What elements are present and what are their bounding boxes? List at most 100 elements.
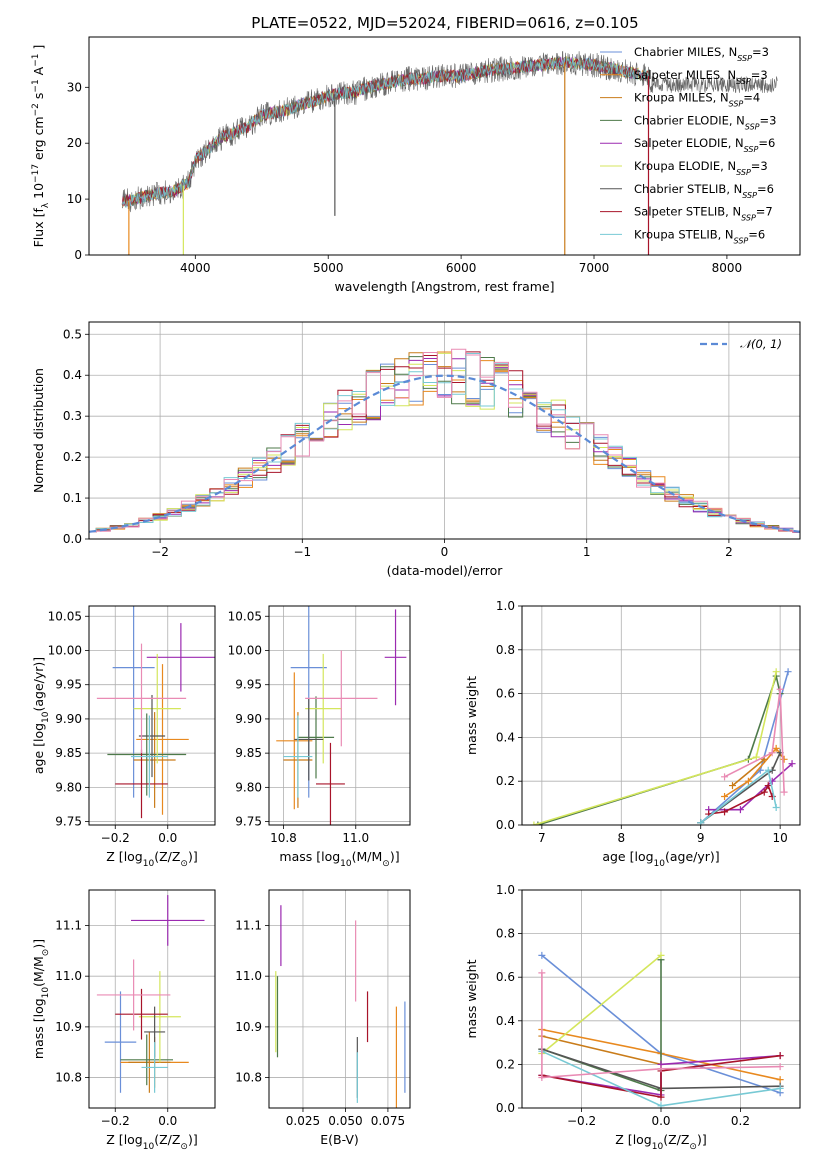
axes-frame [521, 889, 801, 1109]
label-part: (M/M [31, 956, 46, 987]
y-tick-label: 9.85 [55, 746, 82, 760]
label-part: Z [ [106, 1132, 123, 1147]
y-axis-label: Normed distribution [31, 368, 46, 493]
y-tick-label: 10.8 [55, 1071, 82, 1085]
weight-marker [657, 1065, 665, 1073]
legend-label-main: Salpeter MILES, N [634, 68, 736, 82]
weight-marker [780, 788, 788, 796]
label-part: (Z/Z [154, 849, 180, 864]
label-part: Z [ [615, 1132, 632, 1147]
legend-label-eq: =3 [752, 45, 769, 59]
legend-label-sub: SSP [742, 190, 757, 199]
y-axis-label: mass [log10(M/M⊙)] [31, 939, 51, 1059]
legend-label-main: Chabrier STELIB, N [634, 182, 742, 196]
y-tick-label: 20 [67, 136, 82, 150]
label-part: erg cm [31, 116, 46, 160]
weight-marker [744, 777, 752, 785]
label-part: s [31, 93, 46, 100]
x-tick-label: 1 [583, 545, 591, 559]
x-tick-label: 0.0 [651, 1114, 670, 1128]
x-axis-label: Z [log10(Z/Z⊙)] [615, 1132, 706, 1152]
weight-marker [772, 803, 780, 811]
plot-area [275, 905, 406, 1108]
label-part: ⊙ [689, 1142, 697, 1152]
histogram-step [89, 352, 800, 533]
label-sub: 10 [41, 711, 51, 723]
label-part: (Z/Z [663, 1132, 689, 1147]
y-tick-label: 10.05 [228, 609, 262, 623]
y-tick-label: 11.0 [55, 969, 82, 983]
y-tick-label: 30 [67, 80, 82, 94]
panel-spectrum: 4000 5000 6000 7000 8000 0 10 20 30 Chabrier MILE… [31, 36, 801, 294]
weight-marker [538, 1073, 546, 1081]
y-tick-label: 10.00 [48, 643, 82, 657]
x-tick-label: 0.050 [328, 1114, 362, 1128]
weight-marker [657, 1093, 665, 1101]
y-tick-label: 9.80 [55, 780, 82, 794]
x-tick-label: 4000 [180, 261, 211, 275]
weight-marker [784, 668, 792, 676]
label-part: −1 [31, 53, 41, 66]
legend-label-main: Salpeter STELIB, N [634, 205, 741, 219]
x-tick-label: −0.2 [567, 1114, 596, 1128]
plot-area [538, 951, 784, 1108]
label-part: wavelength [Angstrom, rest frame] [334, 279, 554, 294]
y-tick-label: 10 [67, 192, 82, 206]
legend-label: Salpeter STELIB, NSSP=7 [634, 205, 773, 223]
x-axis-label: E(B-V) [320, 1132, 359, 1147]
histogram-step [89, 352, 800, 533]
label-part: age [ [602, 849, 634, 864]
label-part: Flux [f [31, 208, 46, 248]
weight-marker [752, 753, 760, 761]
label-part: )] [697, 1132, 707, 1147]
label-sub: 10 [143, 1142, 155, 1152]
label-part: log [321, 849, 340, 864]
y-tick-label: 0.4 [496, 1014, 515, 1028]
y-tick-label: 1.0 [496, 883, 515, 897]
x-tick-label: 0 [441, 545, 449, 559]
weight-marker [776, 1063, 784, 1071]
y-tick-label: 0.1 [63, 491, 82, 505]
y-tick-label: 0.8 [496, 927, 515, 941]
x-axis-label: Z [log10(Z/Z⊙)] [106, 1132, 197, 1152]
weight-line [541, 954, 662, 1055]
y-tick-label: 0.6 [496, 687, 515, 701]
y-tick-label: 10.9 [55, 1020, 82, 1034]
label-part: )] [31, 939, 46, 949]
weight-line [724, 689, 785, 793]
y-tick-label: 9.80 [235, 780, 262, 794]
label-part: ⊙ [382, 859, 390, 869]
weight-marker [534, 821, 542, 825]
x-tick-label: 8000 [712, 261, 743, 275]
x-axis-label: mass [log10(M/M⊙)] [279, 849, 399, 869]
label-part: −2 [31, 103, 41, 116]
axes-frame [268, 605, 411, 826]
legend-label-main: Kroupa ELODIE, N [634, 159, 736, 173]
normal-model-curve [89, 374, 800, 533]
x-axis-label: age [log10(age/yr)] [602, 849, 719, 869]
label-part: ] [31, 45, 46, 50]
weight-marker [530, 821, 538, 825]
y-tick-label: 0.2 [496, 774, 515, 788]
panel-weight_vs_Z: −0.2 0.0 0.2 0.0 0.2 0.4 0.6 0.8 1.0 Z [log10(Z/Z… [464, 883, 801, 1152]
y-tick-label: 0.2 [63, 450, 82, 464]
y-tick-label: 0.0 [63, 532, 82, 546]
legend-label-sub: SSP [741, 213, 756, 222]
weight-line [541, 972, 781, 1079]
panel-residual_hist: −2 −1 0 1 2 0.0 0.1 0.2 0.3 0.4 0.5 𝒩(0, 1) (data-mo… [31, 321, 801, 578]
y-tick-label: 0.6 [496, 970, 515, 984]
label-part: A [31, 66, 46, 75]
weight-line [731, 758, 765, 787]
panel-age_vs_Z: −0.2 0.0 9.75 9.80 9.85 9.90 9.95 10.00 10.05 Z [… [31, 605, 216, 869]
panel-age_vs_mass: 10.8 11.0 9.75 9.80 9.85 9.90 9.95 10.00 10.05 ma… [228, 605, 411, 869]
y-axis-label: age [log10(age/yr)] [31, 657, 51, 774]
y-tick-label: 11.1 [235, 918, 262, 932]
x-tick-label: 7000 [579, 261, 610, 275]
label-part: (Z/Z [154, 1132, 180, 1147]
label-part: ⊙ [180, 1142, 188, 1152]
plot-area [530, 668, 796, 825]
weight-marker [776, 1052, 784, 1060]
x-axis-label: (data-model)/error [387, 563, 504, 578]
